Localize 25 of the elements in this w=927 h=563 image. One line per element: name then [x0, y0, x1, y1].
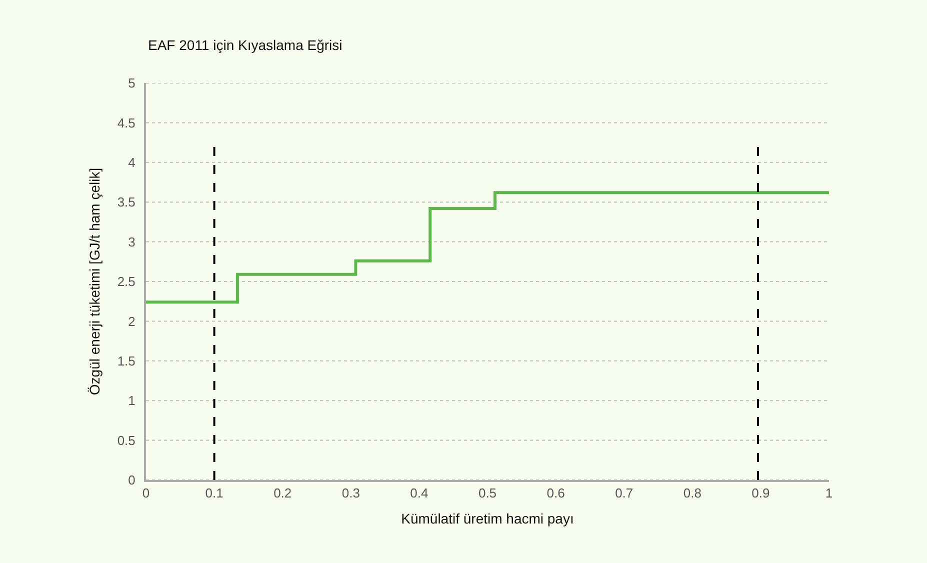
y-tick-label: 2.5: [117, 274, 136, 290]
x-tick-label: 0.8: [683, 486, 702, 501]
y-tick-label: 1: [128, 393, 136, 408]
y-tick-label: 3: [128, 234, 136, 250]
y-axis-title: Özgül enerji tüketimi [GJ/t ham çelik]: [86, 168, 102, 396]
y-tick-label: 5: [128, 76, 136, 91]
x-tick-label: 0.9: [752, 486, 770, 501]
y-tick-label: 3.5: [117, 194, 136, 210]
x-tick-label: 0.2: [274, 486, 292, 501]
x-axis-title: Kümülatif üretim hacmi payı: [401, 510, 574, 526]
chart-title: EAF 2011 için Kıyaslama Eğrisi: [148, 36, 342, 53]
y-tick-label: 0: [128, 472, 136, 488]
x-tick-label: 0.3: [342, 486, 360, 501]
x-tick-label: 0.5: [478, 486, 497, 501]
x-tick-label: 1: [825, 486, 833, 501]
x-tick-label: 0: [142, 486, 150, 501]
x-tick-label: 0.1: [205, 486, 224, 501]
y-tick-label: 2: [128, 314, 136, 329]
y-tick-label: 1.5: [117, 353, 136, 368]
x-tick-label: 0.4: [410, 486, 428, 501]
y-tick-label: 4: [128, 154, 136, 170]
x-tick-label: 0.7: [615, 486, 634, 501]
y-tick-label: 0.5: [117, 432, 136, 448]
y-tick-label: 4.5: [117, 115, 136, 130]
x-tick-label: 0.6: [546, 486, 565, 501]
